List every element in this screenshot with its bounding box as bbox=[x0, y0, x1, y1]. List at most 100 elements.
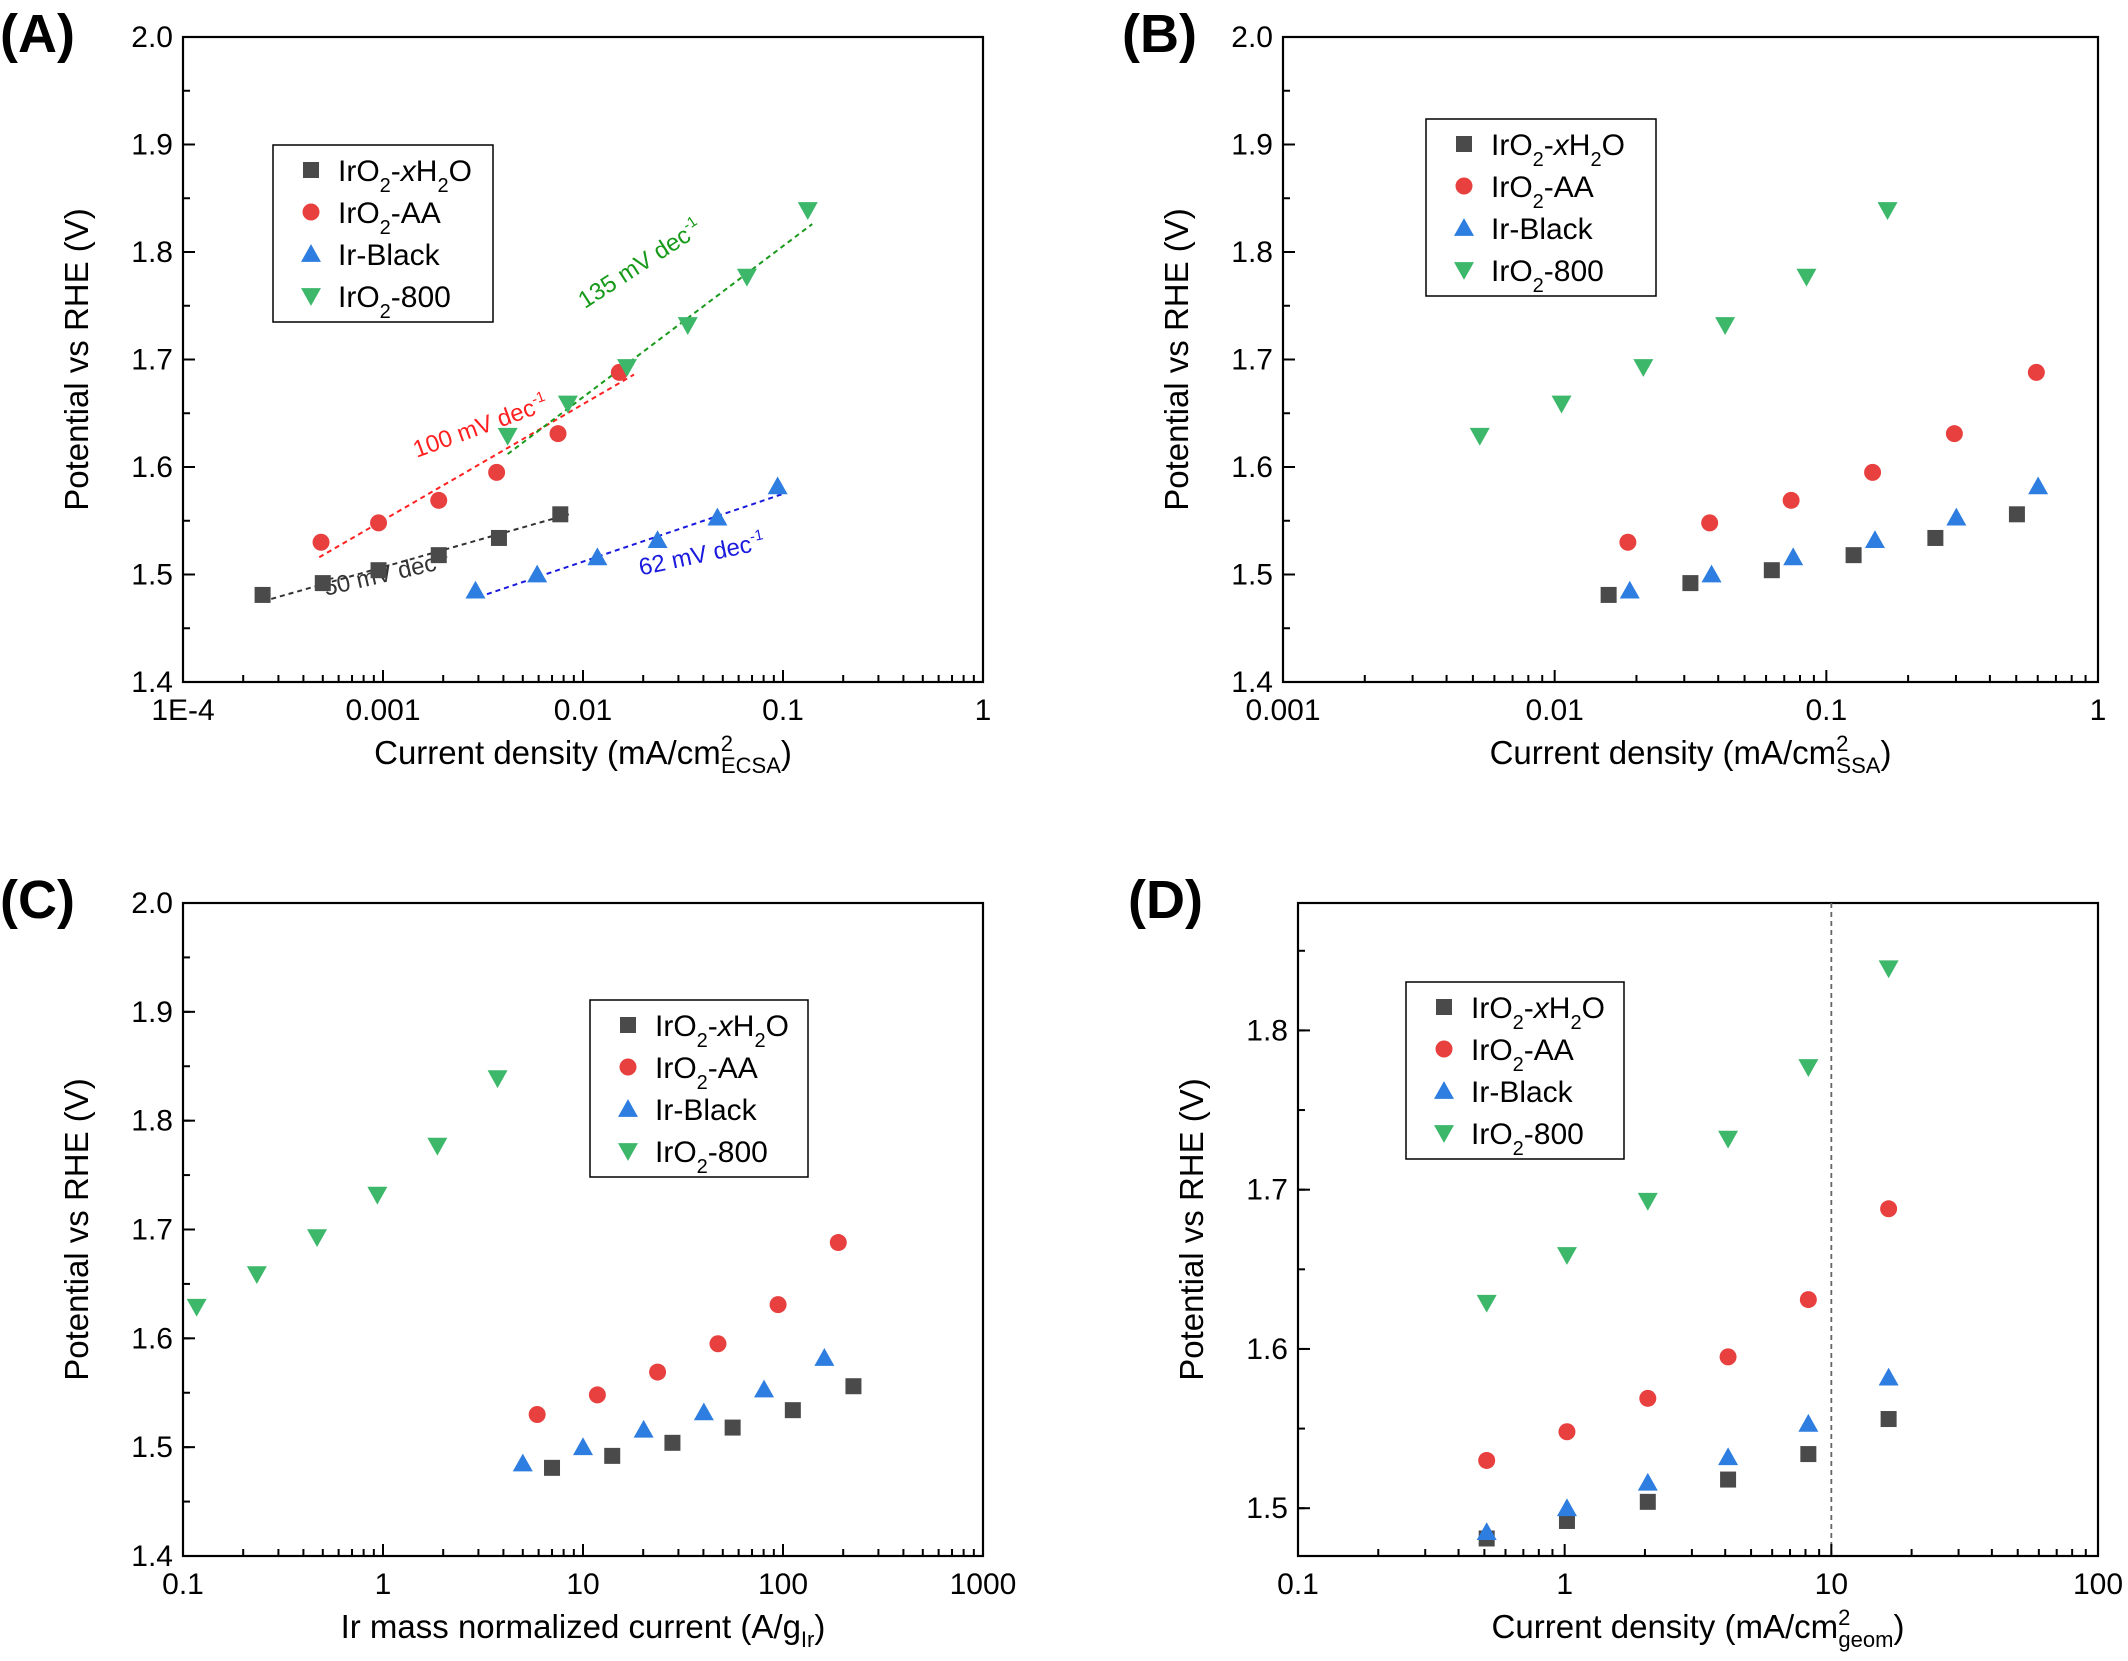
data-point bbox=[797, 202, 818, 220]
data-point bbox=[1558, 1512, 1575, 1529]
data-point bbox=[588, 1386, 606, 1404]
data-point bbox=[307, 1229, 328, 1248]
data-point bbox=[1800, 1446, 1817, 1463]
data-point bbox=[1782, 491, 1800, 509]
y-tick-label: 1.5 bbox=[131, 559, 173, 592]
data-point bbox=[1783, 547, 1804, 566]
data-point bbox=[1469, 427, 1490, 446]
chart-panel-b: (B) 0.001 0.01 0.1 1 1.4 1.5 1.6 1.7 1.8 1.9 2.0 Cur… bbox=[1122, 4, 2106, 778]
y-tick-label: 1.8 bbox=[1231, 236, 1273, 269]
data-point bbox=[664, 1434, 681, 1451]
data-point bbox=[724, 1419, 741, 1436]
data-point bbox=[1718, 1447, 1739, 1466]
fit-label: 100 mV dec-1 bbox=[409, 388, 552, 464]
data-point bbox=[1600, 586, 1617, 603]
legend-marker bbox=[618, 1099, 638, 1117]
data-point bbox=[1476, 1522, 1497, 1541]
data-point bbox=[1864, 463, 1882, 481]
data-point bbox=[1558, 1423, 1576, 1441]
x-tick-label: 1 bbox=[375, 1568, 392, 1601]
data-point bbox=[604, 1447, 621, 1464]
x-tick-label: 1 bbox=[975, 694, 992, 727]
legend-entry: IrO2-800 bbox=[338, 281, 451, 323]
y-tick-label: 1.7 bbox=[131, 1214, 173, 1247]
data-point bbox=[1639, 1389, 1657, 1407]
data-point bbox=[544, 1459, 561, 1476]
data-point bbox=[370, 514, 388, 532]
data-point bbox=[1799, 1291, 1817, 1309]
y-tick-label: 1.5 bbox=[1231, 559, 1273, 592]
data-point bbox=[845, 1378, 862, 1395]
legend-marker bbox=[1435, 1040, 1453, 1058]
data-point bbox=[829, 1234, 847, 1252]
data-point bbox=[370, 562, 387, 579]
y-tick-label: 1.9 bbox=[131, 996, 173, 1029]
fit-line bbox=[507, 223, 813, 455]
legend-marker bbox=[301, 288, 321, 306]
data-point bbox=[633, 1419, 654, 1438]
data-point bbox=[549, 425, 567, 443]
x-tick-label: 0.1 bbox=[762, 694, 804, 727]
legend-entry: IrO2-xH2O bbox=[338, 155, 472, 197]
data-point bbox=[1719, 1348, 1737, 1366]
data-point bbox=[1718, 1130, 1739, 1149]
x-tick-label: 1 bbox=[2090, 694, 2107, 727]
y-tick-label: 1.8 bbox=[1246, 1014, 1288, 1047]
data-point bbox=[528, 1406, 546, 1424]
data-point bbox=[649, 1363, 667, 1381]
data-point bbox=[490, 529, 507, 546]
legend-entry: IrO2-800 bbox=[655, 1136, 768, 1178]
x-tick-label: 0.01 bbox=[1525, 694, 1583, 727]
x-tick-label: 0.01 bbox=[554, 694, 612, 727]
data-point bbox=[1877, 202, 1898, 220]
y-tick-label: 1.8 bbox=[131, 1105, 173, 1138]
legend-marker bbox=[1454, 262, 1474, 280]
x-tick-label: 0.1 bbox=[1277, 1568, 1319, 1601]
data-point bbox=[312, 533, 330, 551]
y-tick-label: 1.4 bbox=[1231, 666, 1273, 699]
data-point bbox=[552, 506, 569, 523]
data-point bbox=[1864, 530, 1885, 549]
data-point bbox=[1798, 1059, 1819, 1077]
data-point bbox=[754, 1379, 775, 1398]
fit-line bbox=[318, 373, 635, 559]
data-point bbox=[1878, 1367, 1899, 1386]
data-point bbox=[186, 1298, 207, 1317]
panel-label: (A) bbox=[0, 4, 75, 64]
y-tick-label: 2.0 bbox=[1231, 21, 1273, 54]
legend-marker bbox=[618, 1143, 638, 1161]
data-point bbox=[430, 547, 447, 564]
data-point bbox=[527, 564, 548, 583]
legend-entry: Ir-Black bbox=[655, 1094, 758, 1127]
data-point bbox=[1701, 514, 1719, 532]
x-tick-label: 10 bbox=[1815, 1568, 1848, 1601]
data-point bbox=[1639, 1493, 1656, 1510]
x-axis-label: Current density (mA/cm2 geom) bbox=[1492, 1605, 1905, 1652]
y-tick-label: 1.6 bbox=[131, 451, 173, 484]
y-tick-label: 1.5 bbox=[131, 1431, 173, 1464]
data-point bbox=[1798, 1413, 1819, 1432]
data-point bbox=[1878, 960, 1899, 979]
chart-panel-d: (D) 0.1 1 10 100 1.5 1.6 1.7 1.8 Current density … bbox=[1128, 870, 2123, 1652]
y-axis-label: Potential vs RHE (V) bbox=[1173, 1078, 1210, 1381]
legend-entry: Ir-Black bbox=[1491, 213, 1594, 246]
data-point bbox=[587, 547, 608, 566]
y-tick-label: 1.6 bbox=[1246, 1333, 1288, 1366]
data-point bbox=[512, 1453, 533, 1472]
legend-marker bbox=[302, 203, 320, 221]
legend-entry: IrO2-800 bbox=[1491, 255, 1604, 297]
data-point bbox=[1845, 547, 1862, 564]
chart-panel-c: (C) 0.1 1 10 100 1000 1.4 1.5 1.6 1.7 1.8 1.9 2.0 Ir … bbox=[0, 870, 1016, 1652]
legend-marker bbox=[1434, 1081, 1454, 1099]
data-point bbox=[573, 1437, 593, 1456]
legend-marker bbox=[1456, 136, 1472, 152]
y-tick-label: 1.7 bbox=[1231, 344, 1273, 377]
y-tick-label: 2.0 bbox=[131, 887, 173, 920]
data-point bbox=[1637, 1472, 1658, 1491]
data-point bbox=[1619, 580, 1640, 599]
y-tick-label: 1.6 bbox=[1231, 451, 1273, 484]
y-axis-label: Potential vs RHE (V) bbox=[58, 1078, 95, 1381]
legend-marker bbox=[619, 1058, 637, 1076]
x-tick-label: 0.1 bbox=[1805, 694, 1847, 727]
